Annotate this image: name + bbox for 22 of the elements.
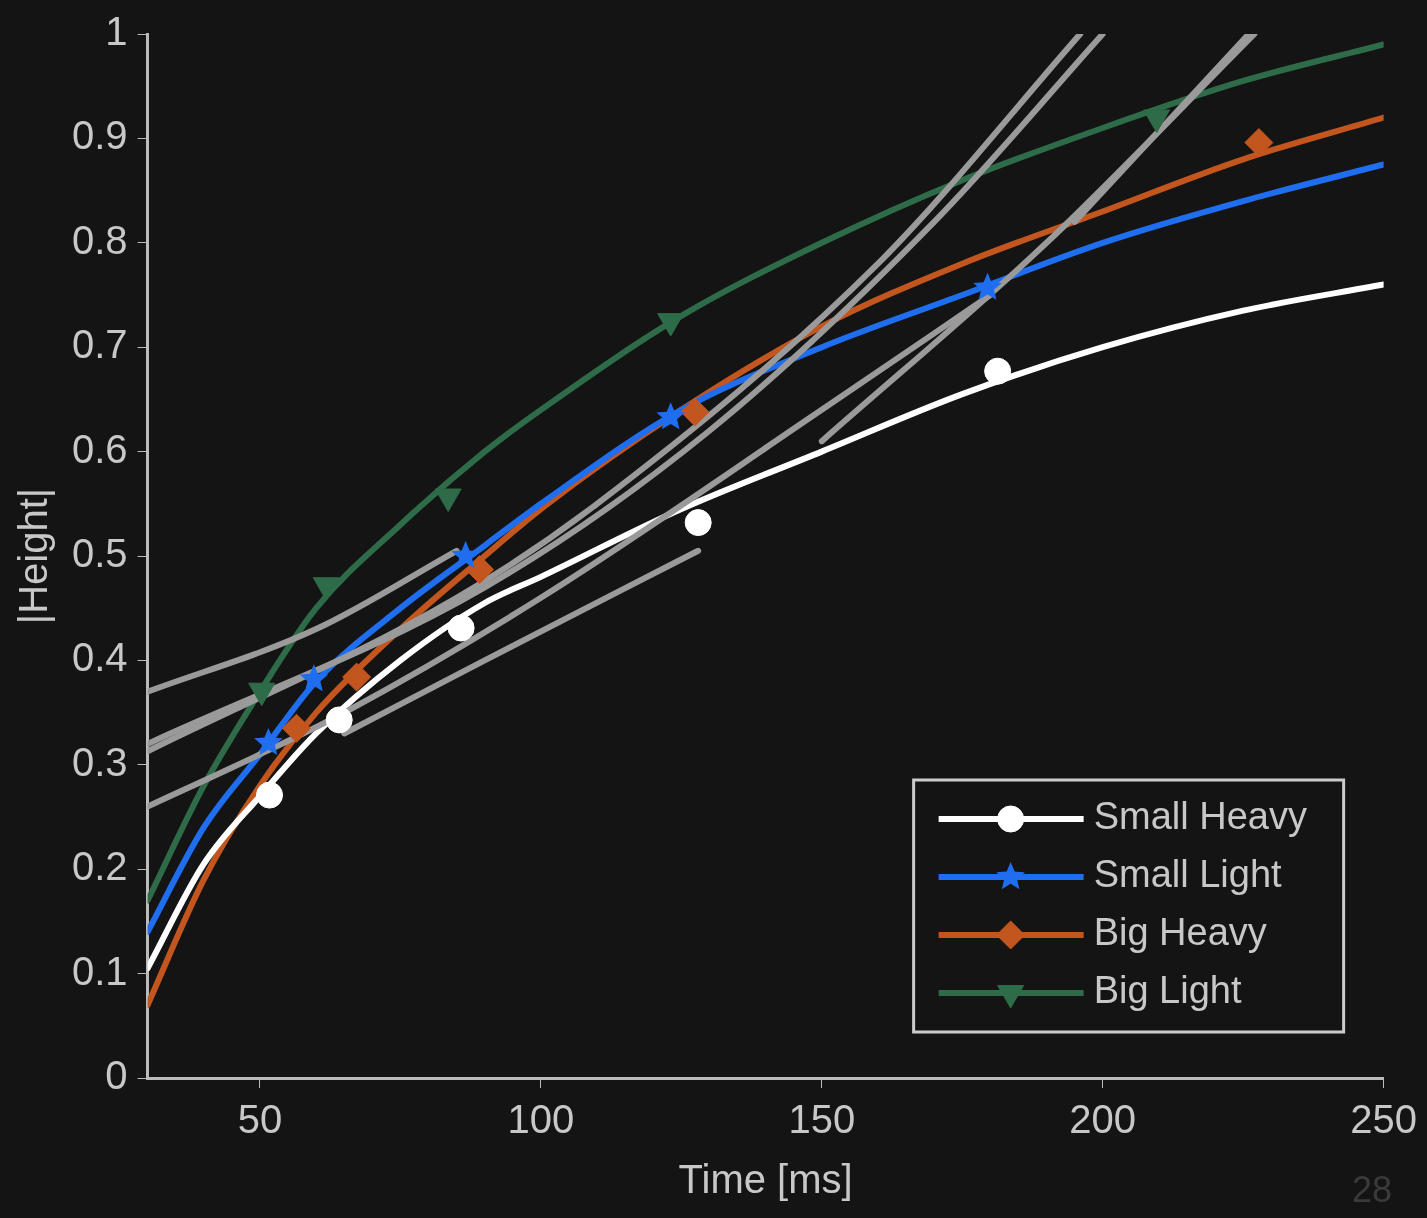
y-tick-label: 0.9: [72, 113, 128, 158]
x-tick-label: 100: [507, 1097, 575, 1142]
legend-label: Big Light: [1093, 969, 1242, 1012]
x-axis-title: Time [ms]: [678, 1157, 853, 1202]
y-tick-label: 0.6: [72, 426, 128, 471]
x-tick-label: 200: [1069, 1097, 1137, 1142]
y-tick-label: 0.8: [72, 217, 128, 262]
y-tick-label: 1: [105, 9, 128, 54]
legend-label: Small Heavy: [1093, 795, 1307, 838]
y-tick-label: 0.2: [72, 844, 128, 889]
y-tick-label: 0.4: [72, 635, 128, 680]
y-axis-title: |Height|: [11, 487, 56, 625]
y-tick-label: 0.1: [72, 948, 128, 993]
legend-label: Small Light: [1093, 853, 1283, 896]
x-tick-label: 150: [788, 1097, 856, 1142]
y-tick-label: 0.5: [72, 531, 128, 576]
y-tick-label: 0.7: [72, 322, 128, 367]
x-tick-label: 250: [1350, 1097, 1418, 1142]
y-tick-label: 0: [105, 1053, 128, 1098]
x-tick-label: 50: [237, 1097, 283, 1142]
legend-label: Big Heavy: [1093, 911, 1267, 954]
y-tick-label: 0.3: [72, 739, 128, 784]
